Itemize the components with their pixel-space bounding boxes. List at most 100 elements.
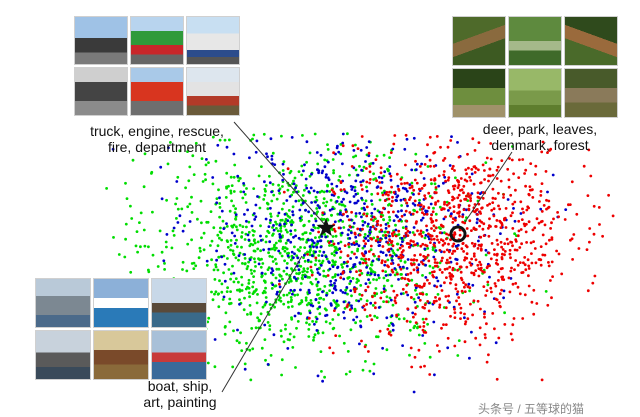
blue-point <box>354 212 358 215</box>
blue-point <box>391 324 395 327</box>
red-point <box>466 317 470 321</box>
red-point <box>392 142 396 146</box>
red-point <box>527 206 530 210</box>
red-point <box>441 239 445 243</box>
red-point <box>367 258 371 261</box>
green-point <box>336 303 340 307</box>
green-point <box>330 213 333 217</box>
red-point <box>492 207 496 211</box>
green-point <box>354 168 358 172</box>
red-point <box>415 258 419 262</box>
red-point <box>341 270 345 274</box>
red-point <box>381 193 385 197</box>
green-point <box>299 246 302 249</box>
red-point <box>531 228 535 232</box>
green-point <box>428 271 432 275</box>
blue-point <box>272 228 276 232</box>
blue-point <box>291 213 295 217</box>
red-point <box>412 263 416 266</box>
green-point <box>123 255 127 259</box>
green-point <box>271 151 275 155</box>
green-point <box>184 186 188 190</box>
blue-point <box>292 182 296 186</box>
red-point <box>401 244 404 248</box>
blue-point <box>278 223 282 227</box>
blue-point <box>447 209 450 212</box>
blue-point <box>423 247 427 251</box>
green-point <box>210 290 213 294</box>
blue-point <box>470 172 474 176</box>
green-point <box>402 317 406 321</box>
red-point <box>393 299 397 303</box>
red-point <box>453 316 457 319</box>
red-point <box>367 151 371 155</box>
red-point <box>365 303 368 306</box>
red-point <box>463 178 467 182</box>
red-point <box>468 175 472 179</box>
red-point <box>445 248 449 252</box>
green-point <box>282 269 286 273</box>
blue-point <box>232 152 236 156</box>
red-point <box>449 281 452 285</box>
green-point <box>293 293 297 297</box>
red-point <box>406 278 410 281</box>
red-point <box>379 228 383 232</box>
green-point <box>247 260 251 264</box>
green-point <box>247 220 251 224</box>
green-point <box>332 326 336 330</box>
green-point <box>232 204 236 208</box>
blue-point <box>315 245 319 249</box>
red-point <box>393 296 397 300</box>
red-point <box>419 292 423 295</box>
green-point <box>271 260 275 263</box>
green-point <box>316 331 320 335</box>
green-point <box>339 152 343 156</box>
red-point <box>406 229 410 233</box>
red-point <box>423 163 427 166</box>
red-point <box>447 233 451 237</box>
red-point <box>408 211 412 214</box>
blue-point <box>354 192 358 196</box>
boat-cluster-caption: boat, ship, art, painting <box>120 378 240 410</box>
green-point <box>384 230 387 234</box>
green-point <box>431 266 435 270</box>
green-point <box>280 134 283 138</box>
green-point <box>361 368 365 372</box>
blue-point <box>266 155 269 159</box>
blue-point <box>366 222 370 226</box>
green-point <box>278 191 281 195</box>
blue-point <box>319 153 323 157</box>
blue-point <box>307 238 310 242</box>
blue-point <box>273 163 277 167</box>
green-point <box>380 291 383 294</box>
blue-point <box>303 275 307 279</box>
blue-point <box>304 208 307 212</box>
green-point <box>229 290 233 293</box>
blue-point <box>389 273 392 277</box>
green-point <box>186 242 190 246</box>
green-point <box>287 281 291 284</box>
blue-point <box>331 265 335 268</box>
red-point <box>436 238 439 242</box>
red-point <box>457 296 461 299</box>
red-point <box>387 193 390 197</box>
green-point <box>418 198 421 202</box>
red-point <box>476 247 480 250</box>
red-point <box>405 181 409 185</box>
green-point <box>283 246 287 250</box>
red-point <box>416 229 419 233</box>
green-point <box>368 369 372 373</box>
green-point <box>261 305 265 309</box>
blue-point <box>320 171 324 175</box>
blue-point <box>268 181 272 185</box>
red-point <box>365 214 369 218</box>
red-point <box>465 227 469 230</box>
red-point <box>450 273 453 276</box>
red-point <box>353 290 357 294</box>
red-point <box>408 198 411 202</box>
blue-point <box>406 204 409 208</box>
blue-point <box>271 283 275 286</box>
red-point <box>452 242 456 246</box>
red-point <box>478 219 482 223</box>
green-point <box>330 243 334 247</box>
